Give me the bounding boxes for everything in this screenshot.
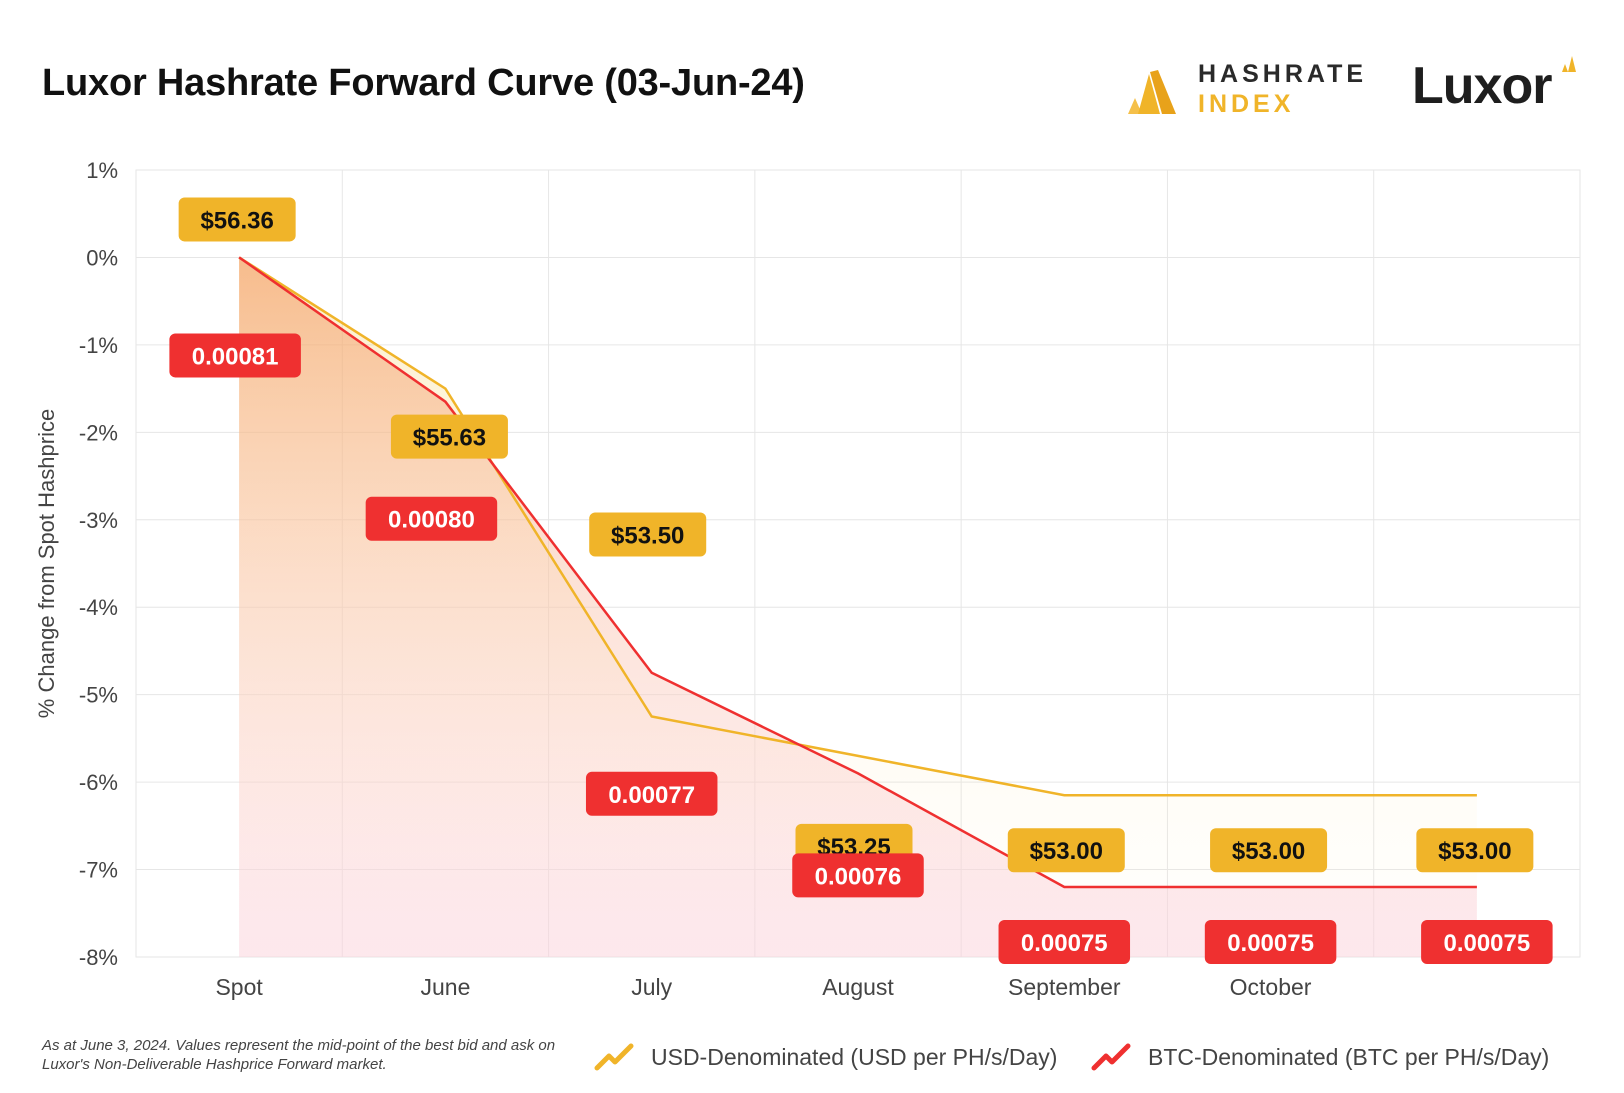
btc-data-label-bg	[365, 496, 498, 541]
x-tick-label: Spot	[215, 974, 263, 1000]
x-tick-label: September	[1008, 974, 1121, 1000]
y-tick-label: -3%	[79, 508, 118, 533]
legend-btc: BTC-Denominated (BTC per PH/s/Day)	[1090, 1042, 1549, 1072]
btc-data-label: 0.00075	[998, 920, 1131, 965]
usd-data-label-bg	[1210, 828, 1328, 873]
hashrate-index-icon	[1128, 70, 1176, 114]
usd-data-label-text: $53.00	[1030, 838, 1103, 865]
usd-data-label: $53.00	[1007, 828, 1125, 873]
x-tick-label: October	[1230, 974, 1312, 1000]
usd-data-label-text: $53.00	[1232, 838, 1305, 865]
line-layer	[238, 256, 1477, 889]
y-tick-label: 0%	[86, 245, 118, 270]
legend-usd-label: USD-Denominated (USD per PH/s/Day)	[651, 1043, 1058, 1070]
y-tick-label: -8%	[79, 945, 118, 970]
y-tick-label: -4%	[79, 595, 118, 620]
btc-area	[239, 257, 1477, 957]
usd-data-label: $53.00	[1210, 828, 1328, 873]
legend-btc-label: BTC-Denominated (BTC per PH/s/Day)	[1148, 1043, 1550, 1070]
luxor-logo: Luxor	[1412, 52, 1592, 122]
btc-data-label: 0.00076	[792, 853, 924, 898]
label-layer: $56.36$55.63$53.50$53.25 $53.00 $53.00 $53.…	[169, 197, 1553, 965]
usd-data-label-bg	[390, 414, 508, 459]
btc-data-label-text: 0.00075	[1443, 930, 1530, 957]
x-tick-label: July	[631, 974, 672, 1000]
usd-trend-icon	[594, 1043, 634, 1071]
btc-data-label-text: 0.00077	[608, 782, 695, 809]
usd-data-label-bg	[1007, 828, 1125, 873]
y-tick-label: -1%	[79, 333, 118, 358]
btc-data-label-bg	[585, 771, 718, 816]
x-tick-label: June	[420, 974, 470, 1000]
btc-data-label-bg	[998, 920, 1131, 965]
btc-data-label-bg	[1421, 920, 1553, 965]
chart-title: Luxor Hashrate Forward Curve (03-Jun-24)	[42, 62, 805, 104]
y-tick-label: -2%	[79, 420, 118, 445]
usd-data-label: $56.36	[178, 197, 296, 242]
btc-trend-icon	[1091, 1043, 1131, 1071]
btc-data-label-bg	[1204, 920, 1337, 965]
y-tick-label: -6%	[79, 770, 118, 795]
hashrate-index-word2: INDEX	[1198, 90, 1295, 118]
btc-data-label: 0.00080	[365, 496, 498, 541]
usd-data-label-bg	[1416, 828, 1534, 873]
usd-data-label: $53.50	[589, 512, 707, 557]
luxor-mark-icon	[1562, 56, 1576, 72]
usd-data-label-bg	[589, 512, 707, 557]
legend-usd: USD-Denominated (USD per PH/s/Day)	[593, 1042, 1057, 1072]
btc-data-label-text: 0.00081	[192, 343, 279, 370]
btc-data-label-text: 0.00076	[815, 863, 902, 890]
btc-data-label: 0.00075	[1421, 920, 1553, 965]
x-tick-label: August	[822, 974, 894, 1000]
y-tick-label: 1%	[86, 158, 118, 183]
y-axis-label: % Change from Spot Hashprice	[34, 409, 59, 718]
btc-data-label: 0.00077	[585, 771, 718, 816]
usd-data-label: $53.00	[1416, 828, 1534, 873]
footnote: As at June 3, 2024. Values represent the…	[42, 1037, 556, 1073]
usd-data-label-text: $55.63	[413, 425, 486, 452]
usd-data-label-text: $53.00	[1438, 838, 1511, 865]
usd-data-label-text: $53.50	[611, 523, 684, 550]
axis-layer: 1% 0% -1% -2% -3% -4% -5% -6% -7% -8% Spot June July…	[34, 158, 1312, 1000]
y-tick-label: -7%	[79, 858, 118, 883]
usd-data-label-bg	[178, 197, 296, 242]
usd-data-label-text: $56.36	[200, 207, 273, 234]
hashrate-index-logo: HASHRATE INDEX	[1120, 56, 1370, 126]
btc-data-label-bg	[169, 333, 301, 378]
area-layer	[239, 257, 1477, 957]
btc-data-label: 0.00075	[1204, 920, 1337, 965]
hashrate-index-word1: HASHRATE	[1198, 60, 1368, 88]
btc-data-label-text: 0.00075	[1021, 930, 1108, 957]
btc-data-label-text: 0.00080	[388, 507, 475, 534]
btc-series-line	[238, 256, 1477, 889]
btc-data-label-bg	[792, 853, 924, 898]
y-tick-label: -5%	[79, 683, 118, 708]
luxor-wordmark: Luxor	[1412, 57, 1552, 115]
btc-data-label: 0.00081	[169, 333, 301, 378]
usd-series-line	[238, 256, 1477, 797]
usd-data-label: $55.63	[390, 414, 508, 459]
btc-data-label-text: 0.00075	[1227, 930, 1314, 957]
